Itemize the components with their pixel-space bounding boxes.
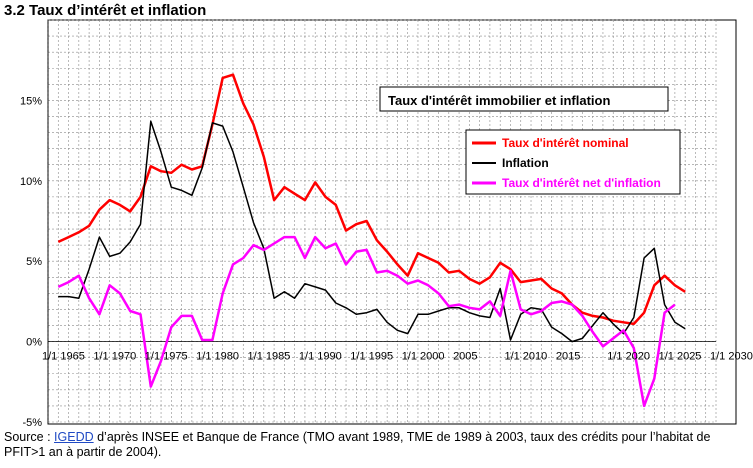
x-tick-label: 1/1 1970 xyxy=(93,351,136,363)
chart-frame xyxy=(47,19,737,425)
x-tick-label: 1/1 1995 xyxy=(350,351,393,363)
legend-label: Taux d'intérêt nominal xyxy=(502,136,629,150)
x-tick-label: 1/1 1965 xyxy=(42,351,85,363)
source-note: Source : IGEDD d’après INSEE et Banque d… xyxy=(4,430,749,460)
series-lines xyxy=(57,73,686,408)
series-line-taux-d-int-r-t-net-d-inflation xyxy=(57,235,676,408)
legend-label: Taux d'intérêt net d'inflation xyxy=(502,176,661,190)
legend: Taux d'intérêt nominal Inflation Taux d'in… xyxy=(465,129,681,195)
gridlines xyxy=(47,19,717,423)
source-prefix: Source : xyxy=(4,430,55,444)
source-text: d’après INSEE et Banque de France (TMO a… xyxy=(4,430,711,459)
x-tick-label: 1/1 1975 xyxy=(145,351,188,363)
x-tick-label: 2015 xyxy=(556,351,580,363)
x-tick-label: 1/1 2010 xyxy=(504,351,547,363)
x-tick-label: 2005 xyxy=(453,351,477,363)
x-tick-label: 1/1 1980 xyxy=(196,351,239,363)
x-tick-label: 1/1 2000 xyxy=(402,351,445,363)
x-tick-label: 1/1 1985 xyxy=(248,351,291,363)
page-title: 3.2 Taux d’intérêt et inflation xyxy=(4,2,207,19)
y-tick-label: -5% xyxy=(22,417,42,429)
y-tick-label: 15% xyxy=(20,95,42,107)
series-line-inflation xyxy=(58,120,686,343)
y-tick-label: 0% xyxy=(26,337,42,349)
source-link-igedd[interactable]: IGEDD xyxy=(54,430,94,444)
legend-label: Inflation xyxy=(502,156,549,170)
x-tick-label: 1/1 2030 xyxy=(710,351,753,363)
x-tick-label: 1/1 2025 xyxy=(659,351,702,363)
y-tick-label: 10% xyxy=(20,176,42,188)
axis-labels: 15% 10% 5% 0% -5% 1/1 1965 1/1 1970 1/1 1975 1/1… xyxy=(20,95,753,429)
chart-title: Taux d'intérêt immobilier et inflation xyxy=(388,93,610,108)
series-line-taux-d-int-r-t-nominal xyxy=(57,73,686,326)
x-tick-label: 1/1 1990 xyxy=(299,351,342,363)
legend-box xyxy=(465,129,681,195)
y-tick-label: 5% xyxy=(26,256,42,268)
x-tick-label: 1/1 2020 xyxy=(607,351,650,363)
chart-title-box xyxy=(379,86,669,112)
